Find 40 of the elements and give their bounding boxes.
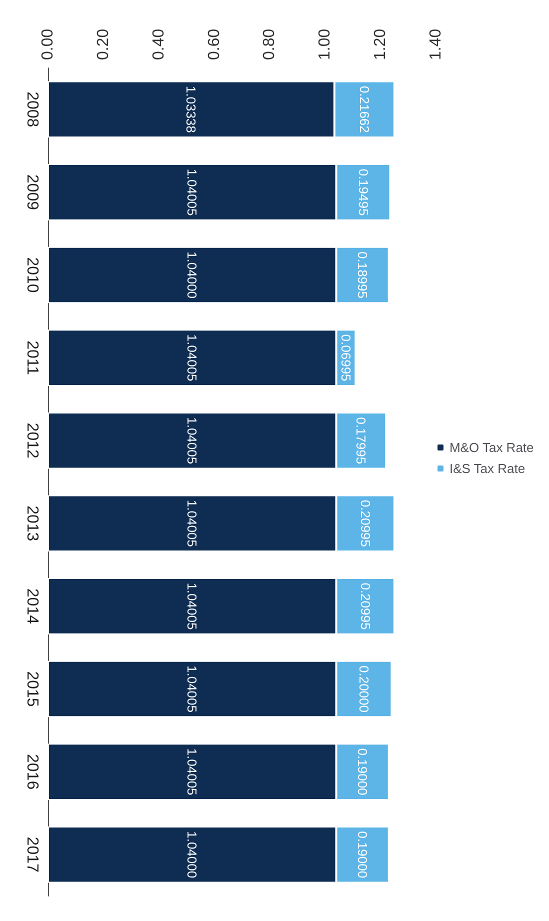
x-tick-label: 0.60: [206, 28, 223, 60]
x-tick-label: 0.80: [261, 28, 278, 60]
data-label: 1.04005: [184, 417, 200, 464]
y-tick-label: 2009: [24, 174, 40, 210]
y-tick-label: 2010: [24, 257, 40, 293]
x-tick-label: 1.20: [372, 28, 390, 60]
data-label: 0.20000: [356, 666, 372, 712]
y-tick-label: 2013: [24, 506, 40, 542]
data-label: 0.21662: [356, 86, 372, 133]
y-tick-label: 2008: [24, 92, 40, 128]
data-label: 1.04005: [184, 666, 200, 712]
legend-label: I&S Tax Rate: [449, 461, 526, 476]
data-label: 1.04005: [184, 748, 200, 796]
data-label: 1.03338: [184, 86, 199, 133]
y-tick-label: 2011: [24, 340, 40, 376]
data-label: 0.19495: [356, 168, 371, 216]
data-label: 1.04000: [184, 252, 200, 298]
data-label: 0.20995: [358, 582, 373, 630]
data-label: 1.04000: [184, 831, 200, 878]
x-tick-label: 0.40: [150, 28, 168, 60]
x-tick-label: 1.40: [428, 28, 444, 60]
data-label: 0.19000: [355, 831, 370, 878]
data-label: 1.04005: [184, 334, 200, 382]
data-label: 0.18995: [355, 252, 370, 298]
y-tick-label: 2012: [24, 422, 40, 458]
x-tick-label: 0.00: [40, 28, 56, 60]
x-tick-label: 1.00: [316, 28, 334, 60]
data-label: 0.19000: [355, 748, 370, 796]
data-label: 0.06995: [338, 334, 354, 382]
data-label: 1.04005: [184, 500, 200, 547]
data-label: 0.20995: [358, 500, 373, 547]
y-tick-label: 2017: [24, 836, 40, 872]
legend-label: M&O Tax Rate: [449, 440, 534, 455]
data-label: 0.17995: [354, 417, 369, 464]
y-tick-label: 2016: [24, 754, 40, 790]
data-label: 1.04005: [184, 582, 200, 630]
data-label: 1.04005: [184, 168, 200, 216]
y-tick-label: 2014: [24, 588, 40, 624]
x-tick-label: 0.20: [94, 28, 112, 60]
y-tick-label: 2015: [24, 671, 40, 707]
